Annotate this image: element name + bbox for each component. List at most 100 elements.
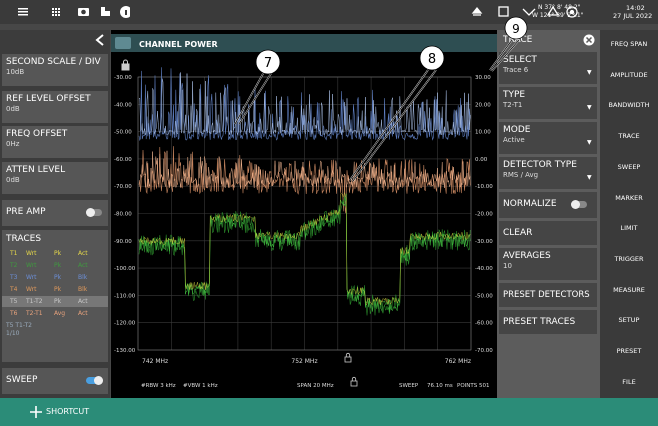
clear-button[interactable]: CLEAR xyxy=(499,221,597,245)
switch xyxy=(86,377,102,384)
trace-cell: Avg xyxy=(54,310,65,317)
menu-item[interactable]: AMPLITUDE xyxy=(600,71,658,79)
measurement-view: CHANNEL POWER -30.00 -40.00 -50.00 -60.00 -7… xyxy=(111,30,497,398)
main-menu: FREQ SPAN AMPLITUDE BANDWIDTH TRACE SWEEP MAR… xyxy=(600,30,658,398)
menu-item[interactable]: BANDWIDTH xyxy=(600,101,658,109)
plus-icon xyxy=(30,406,42,418)
trace-row: T3WrtPkBlk xyxy=(2,272,108,283)
menu-item[interactable]: MEASURE xyxy=(600,286,658,294)
normalize-toggle[interactable]: NORMALIZE xyxy=(499,192,597,218)
menu-item[interactable]: MARKER xyxy=(600,194,658,202)
trace-cell: T2 xyxy=(10,262,17,269)
menu-item[interactable]: LIMIT xyxy=(600,224,658,232)
left-axis-label: -120.00 xyxy=(114,321,136,327)
date: 27 JUL 2022 xyxy=(613,12,652,20)
left-axis-label: -100.00 xyxy=(114,266,136,272)
back-button[interactable] xyxy=(94,33,106,47)
menu-item[interactable]: FREQ SPAN xyxy=(600,40,658,48)
right-axis-label: -20.00 xyxy=(475,212,493,218)
trace-row: T1WrtPkAct xyxy=(2,248,108,259)
left-axis-label: -60.00 xyxy=(114,157,132,163)
value: RMS / Avg xyxy=(503,171,593,179)
bottom-bar: SHORTCUT xyxy=(0,398,658,426)
x-axis-label: 762 MHz xyxy=(445,358,471,365)
setting-item[interactable]: SECOND SCALE / DIV10dB xyxy=(2,54,108,86)
setting-value: 0Hz xyxy=(6,140,104,148)
switch xyxy=(86,209,102,216)
trace-cell: Wrt xyxy=(26,274,36,281)
trace-row: T2WrtPkAct xyxy=(2,260,108,271)
trace-cell: T3 xyxy=(10,274,17,281)
trace-cell: Blk xyxy=(78,274,87,281)
trace-cell: Pk xyxy=(54,250,61,257)
mode-dropdown[interactable]: MODEActive▼ xyxy=(499,122,597,154)
type-dropdown[interactable]: TYPET2-T1▼ xyxy=(499,87,597,119)
trace-cell: Blk xyxy=(78,286,87,293)
close-button[interactable] xyxy=(583,34,595,46)
left-axis-label: -90.00 xyxy=(114,239,132,245)
setting-readout: #VBW 1 kHz xyxy=(183,383,218,389)
trace-cell: T6 xyxy=(10,310,17,317)
setting-readout: SWEEP xyxy=(399,383,419,389)
status-bar: N 37° 8' 48.2" W 121° 39' 23.1" 14:02 27… xyxy=(0,0,658,24)
right-axis-label: 30.00 xyxy=(475,75,491,81)
shortcut-button[interactable]: SHORTCUT xyxy=(46,407,89,416)
pre-amp-toggle[interactable]: PRE AMP xyxy=(2,200,108,226)
setting-value: 0dB xyxy=(6,105,104,113)
panel-title: TRACE xyxy=(503,35,532,45)
preset-traces-button[interactable]: PRESET TRACES xyxy=(499,310,597,334)
measurement-title: CHANNEL POWER xyxy=(139,40,218,49)
right-axis-label: -40.00 xyxy=(475,266,493,272)
trace-cell: Pk xyxy=(54,298,61,305)
sweep-toggle[interactable]: SWEEP xyxy=(2,368,108,394)
label: PRESET TRACES xyxy=(503,317,593,327)
left-axis-label: -40.00 xyxy=(114,102,132,108)
trace-row: T5T1-T2PkAct xyxy=(2,296,108,307)
trace-cell: Act xyxy=(78,250,88,257)
trace-cell: T1 xyxy=(10,250,17,257)
trace-cell: T5 xyxy=(10,298,17,305)
right-axis-label: -50.00 xyxy=(475,293,493,299)
trace-row: T4WrtPkBlk xyxy=(2,284,108,295)
value: Trace 6 xyxy=(503,66,593,74)
traces-title: TRACES xyxy=(6,234,41,244)
value: T2-T1 xyxy=(503,101,593,109)
setting-label: ATTEN LEVEL xyxy=(6,165,104,175)
traces-table: T1WrtPkActT2WrtPkActT3WrtPkBlkT4WrtPkBlk… xyxy=(2,248,108,318)
menu-item[interactable]: PRESET xyxy=(600,347,658,355)
label: MODE xyxy=(503,125,593,135)
left-axis-label: -80.00 xyxy=(114,212,132,218)
plot-background xyxy=(111,30,497,398)
menu-item[interactable]: TRIGGER xyxy=(600,255,658,263)
trace-count: 1/10 xyxy=(6,330,19,337)
setting-label: REF LEVEL OFFSET xyxy=(6,94,104,104)
setting-readout: SPAN 20 MHz xyxy=(297,383,334,389)
trace-cell: Pk xyxy=(54,286,61,293)
setting-readout: POINTS 501 xyxy=(457,383,489,389)
trace-cell: T4 xyxy=(10,286,17,293)
trace-cell: Act xyxy=(78,310,88,317)
preset-detectors-button[interactable]: PRESET DETECTORS xyxy=(499,283,597,307)
setting-value: 10dB xyxy=(6,68,104,76)
traces-box[interactable]: TRACES T1WrtPkActT2WrtPkActT3WrtPkBlkT4W… xyxy=(2,230,108,362)
menu-item[interactable]: TRACE xyxy=(600,132,658,140)
select-dropdown[interactable]: SELECTTrace 6▼ xyxy=(499,52,597,84)
menu-item[interactable]: FILE xyxy=(600,378,658,386)
value: 10 xyxy=(503,262,593,270)
x-axis-label: 752 MHz xyxy=(291,358,317,365)
setting-item[interactable]: ATTEN LEVEL0dB xyxy=(2,162,108,194)
averages-field[interactable]: AVERAGES10 xyxy=(499,248,597,280)
active-trace: T5 T1-T2 xyxy=(6,322,32,329)
detector-dropdown[interactable]: DETECTOR TYPERMS / Avg▼ xyxy=(499,157,597,189)
setting-item[interactable]: FREQ OFFSET0Hz xyxy=(2,126,108,158)
menu-item[interactable]: SETUP xyxy=(600,316,658,324)
setting-item[interactable]: REF LEVEL OFFSET0dB xyxy=(2,91,108,123)
time: 14:02 xyxy=(626,4,645,12)
trace-panel: TRACE SELECTTrace 6▼ TYPET2-T1▼ MODEActi… xyxy=(497,30,600,398)
label: TYPE xyxy=(503,90,593,100)
left-axis-label: -130.00 xyxy=(114,348,136,354)
right-axis-label: -10.00 xyxy=(475,184,493,190)
right-axis-label: -30.00 xyxy=(475,239,493,245)
menu-item[interactable]: SWEEP xyxy=(600,163,658,171)
left-axis-label: -70.00 xyxy=(114,184,132,190)
